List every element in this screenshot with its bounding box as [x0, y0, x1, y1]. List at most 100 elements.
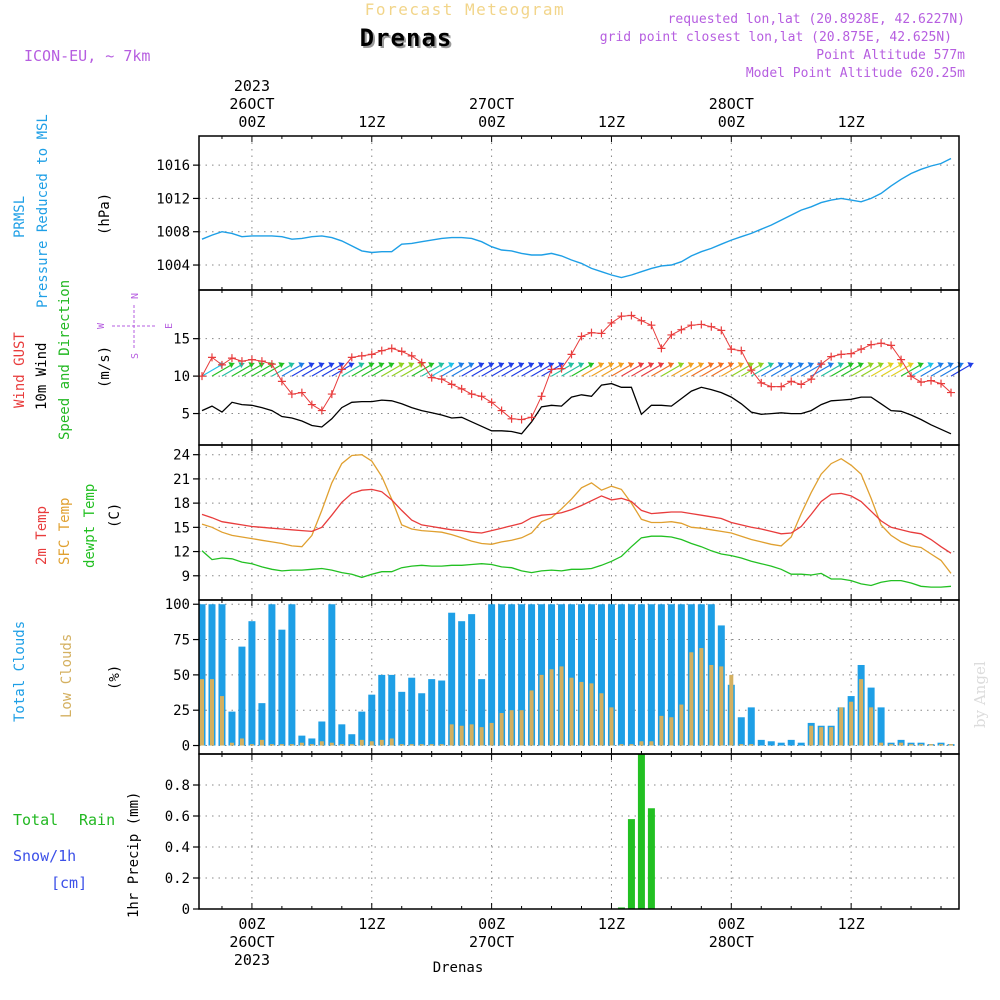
wind-gust-point: [247, 355, 256, 364]
rain-bar: [647, 808, 655, 909]
wind-dir-arrowhead: [917, 362, 924, 369]
precip-ytick-label-0: 0: [182, 902, 190, 918]
wind-dir-arrowhead: [767, 362, 774, 369]
temp-panel: 9 12 15 18 21 24: [173, 445, 959, 600]
wind-dir-arrowhead: [358, 362, 365, 369]
prmsl-line: [201, 157, 952, 279]
low-cloud-bar: [539, 674, 544, 746]
low-cloud-bar: [399, 744, 404, 746]
clouds-unit: (%): [107, 665, 123, 690]
low-cloud-bar: [359, 739, 364, 746]
low-cloud-bar: [249, 744, 254, 746]
wind-dir-arrowhead: [657, 362, 664, 369]
clouds-ytick-label-3: 75: [173, 633, 190, 649]
wind-dir-arrowhead: [877, 362, 884, 369]
precip-frame: [198, 753, 960, 910]
wind-dir-arrowhead: [458, 362, 465, 369]
low-cloud-bar: [729, 674, 734, 746]
wind-dir-arrowhead: [897, 362, 904, 369]
wind-gust-point: [837, 350, 846, 359]
low-clouds-label: Low Clouds: [59, 634, 75, 718]
low-cloud-bar: [659, 715, 664, 746]
wind-ytick-label-0: 5: [182, 407, 190, 423]
wind-dir-arrowhead: [887, 362, 894, 369]
location-title-front: Drenas: [360, 24, 453, 52]
total-cloud-bar: [328, 604, 336, 746]
wind-gust-point: [527, 413, 536, 422]
wind-gust-point: [807, 375, 816, 384]
total-cloud-bar: [198, 604, 206, 746]
compass-e: E: [164, 323, 175, 329]
wind-gust-point: [717, 326, 726, 335]
wind-gust-point: [657, 344, 666, 353]
wind-gust-point: [927, 376, 936, 385]
wind-dir-arrowhead: [408, 362, 415, 369]
wind-gust-point: [617, 312, 626, 321]
precip-ytick-label-4: 0.8: [165, 778, 190, 794]
wind-gust-point: [447, 380, 456, 389]
wind-gust-point: [427, 373, 436, 382]
total-cloud-bar: [587, 604, 595, 746]
total-cloud-bar: [518, 604, 526, 746]
t2m-label: 2m Temp: [34, 506, 50, 565]
low-cloud-bar: [239, 738, 244, 746]
low-cloud-bar: [229, 742, 234, 746]
wind-gust-point: [557, 364, 566, 373]
low-cloud-bar: [319, 741, 324, 746]
total-cloud-bar: [488, 604, 496, 746]
wind-dir-arrowhead: [647, 362, 654, 369]
wind-dir-arrowhead: [827, 362, 834, 369]
top-date-label-0: 26OCT: [229, 95, 274, 113]
clouds-ytick-label-2: 50: [173, 668, 190, 684]
low-cloud-bar: [749, 744, 754, 746]
wind-gust-point: [287, 390, 296, 399]
wind-dir-arrowhead: [637, 362, 644, 369]
low-cloud-bar: [669, 717, 674, 746]
wind-gust-point: [827, 352, 836, 361]
low-cloud-bar: [589, 683, 594, 746]
dew-label: dewpt Temp: [82, 484, 98, 568]
low-cloud-bar: [439, 744, 444, 746]
low-cloud-bar: [709, 664, 714, 746]
low-cloud-bar: [459, 725, 464, 746]
low-cloud-bar: [369, 741, 374, 746]
footer-location: Drenas: [433, 960, 484, 976]
temp-ytick-label-5: 24: [173, 448, 190, 464]
wind-gust-point: [487, 398, 496, 407]
wind-gust-point: [277, 377, 286, 386]
precip-ytick-label-2: 0.4: [165, 840, 190, 856]
clouds-panel: 0 25 50 75 100: [165, 597, 959, 755]
wind-dir-arrowhead: [927, 362, 934, 369]
wind-dir-arrowhead: [727, 362, 734, 369]
rain-bar: [637, 754, 645, 909]
low-cloud-bar: [579, 681, 584, 746]
total-cloud-bar: [288, 604, 296, 746]
sfc-label: SFC Temp: [57, 498, 73, 565]
precip-ytick-label-3: 0.6: [165, 809, 190, 825]
bottom-hour-label-3: 12Z: [598, 915, 625, 933]
wind-gust-point: [587, 328, 596, 337]
wind-dir-arrowhead: [368, 362, 375, 369]
low-cloud-bar: [299, 742, 304, 746]
wind-gust-point: [937, 379, 946, 388]
low-cloud-bar: [209, 679, 214, 746]
precip-unit: 1hr Precip (mm): [126, 792, 142, 918]
total-cloud-bar: [428, 679, 436, 746]
low-cloud-bar: [649, 741, 654, 746]
wind-ytick-label-1: 10: [173, 369, 190, 385]
top-hour-label-2: 00Z: [478, 113, 505, 131]
wind-gust-point: [217, 360, 226, 369]
wind-gust-point: [947, 388, 956, 397]
wind-ytick-label-2: 15: [173, 332, 190, 348]
total-cloud-bar: [607, 604, 615, 746]
bottom-date-label-0: 26OCT: [229, 933, 274, 951]
low-cloud-bar: [339, 744, 344, 746]
wind-gust-point: [267, 360, 276, 369]
wind-gust-point: [767, 382, 776, 391]
dewpt-line: [201, 535, 952, 588]
snow-label: Snow/1h: [13, 847, 76, 865]
rain-bar: [627, 819, 635, 909]
wind-dir-arrowhead: [537, 362, 544, 369]
wind-gust-point: [777, 382, 786, 391]
